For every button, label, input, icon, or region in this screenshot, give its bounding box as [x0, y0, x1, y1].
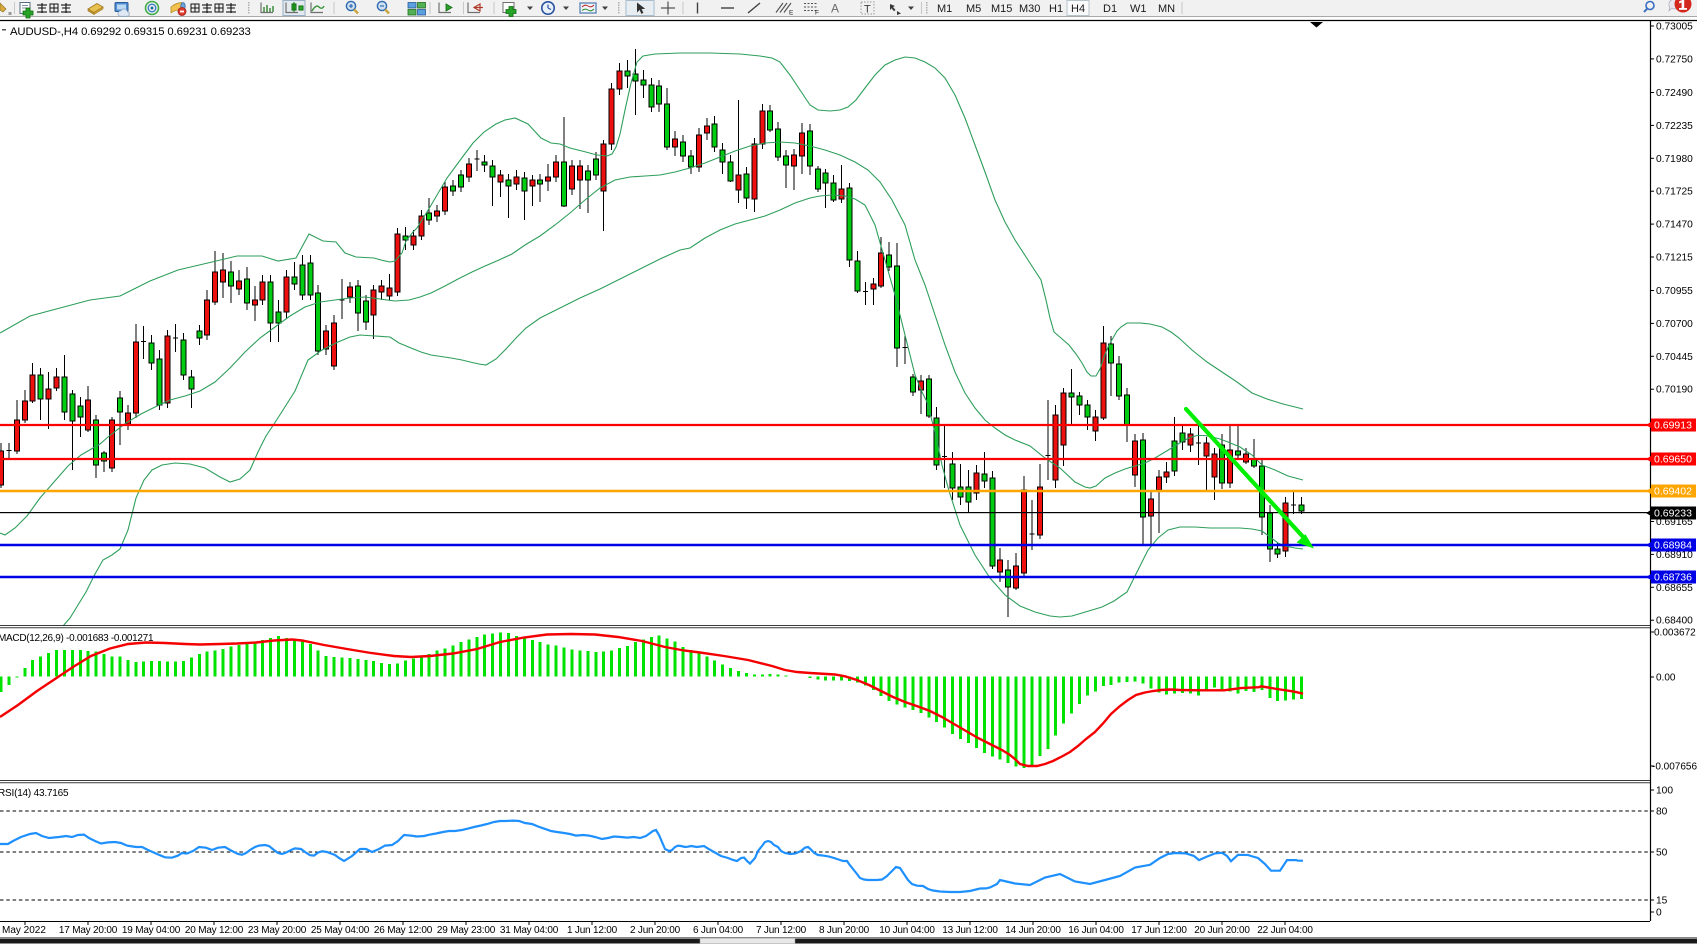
svg-text:29 May 23:00: 29 May 23:00 [437, 925, 496, 936]
svg-text:0.68984: 0.68984 [1654, 540, 1692, 552]
svg-text:0.70955: 0.70955 [1656, 286, 1693, 297]
svg-text:0.69233: 0.69233 [1654, 508, 1692, 520]
svg-text:0.70190: 0.70190 [1656, 385, 1693, 396]
svg-text:A: A [831, 2, 839, 16]
svg-text:19 May 04:00: 19 May 04:00 [122, 925, 181, 936]
svg-text:50: 50 [1656, 848, 1668, 859]
svg-text:20 Jun 20:00: 20 Jun 20:00 [1194, 925, 1250, 936]
svg-text:0.003672: 0.003672 [1654, 628, 1696, 639]
svg-text:M1: M1 [937, 3, 952, 15]
svg-text:0.69650: 0.69650 [1654, 454, 1692, 466]
svg-text:14 Jun 20:00: 14 Jun 20:00 [1005, 925, 1061, 936]
svg-text:0.69165: 0.69165 [1656, 517, 1693, 528]
svg-text:M15: M15 [991, 3, 1012, 15]
svg-text:0: 0 [1656, 908, 1662, 919]
svg-text:0.68400: 0.68400 [1656, 616, 1693, 627]
svg-text:13 Jun 12:00: 13 Jun 12:00 [942, 925, 998, 936]
svg-text:F: F [815, 10, 819, 17]
svg-text:16 Jun 04:00: 16 Jun 04:00 [1068, 925, 1124, 936]
svg-text:0.70445: 0.70445 [1656, 352, 1693, 363]
svg-text:W1: W1 [1130, 3, 1147, 15]
svg-text:M30: M30 [1019, 3, 1040, 15]
svg-text:22 Jun 04:00: 22 Jun 04:00 [1257, 925, 1313, 936]
svg-text:0.68655: 0.68655 [1656, 583, 1693, 594]
svg-text:10 Jun 04:00: 10 Jun 04:00 [879, 925, 935, 936]
svg-text:26 May 12:00: 26 May 12:00 [374, 925, 433, 936]
svg-text:0.69402: 0.69402 [1654, 486, 1692, 498]
svg-text:0.72235: 0.72235 [1656, 121, 1693, 132]
svg-text:0.71215: 0.71215 [1656, 253, 1693, 264]
svg-text:20 May 12:00: 20 May 12:00 [185, 925, 244, 936]
svg-text:MN: MN [1158, 3, 1175, 15]
svg-text:0.73005: 0.73005 [1656, 22, 1693, 33]
svg-text:0.68910: 0.68910 [1656, 550, 1693, 561]
svg-text:17 Jun 12:00: 17 Jun 12:00 [1131, 925, 1187, 936]
svg-text:25 May 04:00: 25 May 04:00 [311, 925, 370, 936]
svg-text:80: 80 [1656, 807, 1668, 818]
svg-text:0.71470: 0.71470 [1656, 220, 1693, 231]
svg-text:0.72750: 0.72750 [1656, 54, 1693, 65]
svg-text:17 May 20:00: 17 May 20:00 [59, 925, 118, 936]
svg-text:1 Jun 12:00: 1 Jun 12:00 [567, 925, 618, 936]
svg-text:2 Jun 20:00: 2 Jun 20:00 [630, 925, 681, 936]
svg-text:6 Jun 04:00: 6 Jun 04:00 [693, 925, 744, 936]
svg-text:May 2022: May 2022 [2, 925, 46, 936]
svg-text:15: 15 [1656, 896, 1668, 907]
svg-text:0.71980: 0.71980 [1656, 154, 1693, 165]
svg-text:MACD(12,26,9) -0.001683 -0.001: MACD(12,26,9) -0.001683 -0.001271 [0, 633, 154, 644]
svg-text:RSI(14) 43.7165: RSI(14) 43.7165 [0, 788, 69, 799]
svg-text:D1: D1 [1103, 3, 1117, 15]
svg-text:0.71725: 0.71725 [1656, 187, 1693, 198]
svg-text:7 Jun 12:00: 7 Jun 12:00 [756, 925, 807, 936]
svg-text:-0.007656: -0.007656 [1652, 762, 1697, 773]
svg-text:0.69913: 0.69913 [1654, 420, 1692, 432]
svg-text:0.00: 0.00 [1656, 673, 1676, 684]
svg-text:E: E [789, 10, 794, 17]
svg-text:H4: H4 [1071, 3, 1085, 15]
svg-text:M5: M5 [966, 3, 981, 15]
svg-text:H1: H1 [1049, 3, 1063, 15]
svg-text:AUDUSD-,H4 0.69292 0.69315 0.: AUDUSD-,H4 0.69292 0.69315 0.69231 0.692… [10, 26, 251, 38]
svg-text:23 May 20:00: 23 May 20:00 [248, 925, 307, 936]
svg-text:8 Jun 20:00: 8 Jun 20:00 [819, 925, 870, 936]
svg-text:T: T [864, 4, 871, 16]
svg-text:0.72490: 0.72490 [1656, 88, 1693, 99]
svg-text:31 May 04:00: 31 May 04:00 [500, 925, 559, 936]
svg-text:0.68736: 0.68736 [1654, 572, 1692, 584]
svg-text:100: 100 [1656, 786, 1673, 797]
svg-text:0.70700: 0.70700 [1656, 319, 1693, 330]
